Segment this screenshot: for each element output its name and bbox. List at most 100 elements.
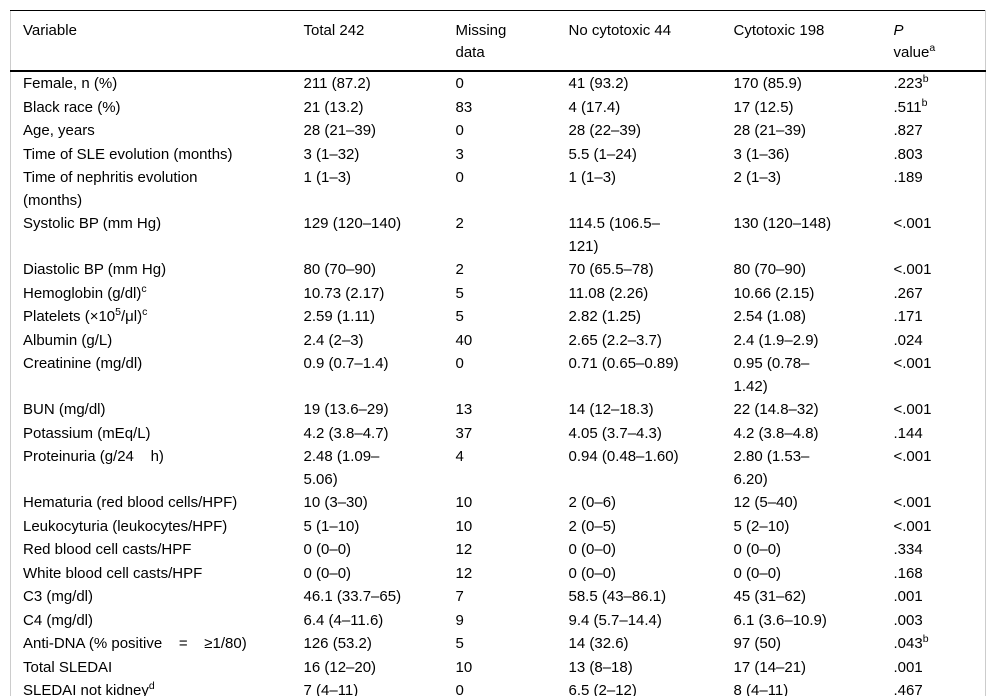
cell-total: 10 (3–30) — [303, 494, 368, 511]
cell-total: 19 (13.6–29) — [303, 401, 389, 418]
cell-missing-data: 2 — [455, 215, 464, 232]
p-value-label: valuea — [893, 42, 936, 61]
cell-variable: SLEDAI not kidneyd — [23, 680, 155, 696]
table-body: Female, n (%) 211 (87.2) 0 41 (93.2) 170… — [11, 71, 986, 696]
cell-no-cytotoxic: 2.82 (1.25) — [568, 308, 642, 325]
table-row: Black race (%) 21 (13.2) 83 4 (17.4) 17 … — [11, 96, 986, 120]
cell-missing-data: 0 — [455, 169, 464, 186]
cell-cytotoxic: 10.66 (2.15) — [733, 284, 815, 302]
col-header-missing-data: Missing data — [455, 10, 569, 72]
header-row: Variable Total 242 Missing data No cytoto… — [10, 10, 986, 72]
cell-no-cytotoxic: 6.5 (2–12) — [568, 682, 637, 696]
cell-total: 6.4 (4–11.6) — [303, 611, 384, 629]
cell-missing-data: 0 — [455, 122, 464, 139]
cell-cytotoxic: 22 (14.8–32) — [733, 401, 819, 418]
cell-variable: Hematuria (red blood cells/HPF) — [23, 494, 238, 511]
cell-no-cytotoxic: 0 (0–0) — [568, 564, 617, 582]
cell-missing-data: 7 — [455, 588, 464, 605]
cell-missing-data: 3 — [455, 145, 464, 163]
table-row: Time of nephritis evolution (months) 1 (1… — [11, 166, 986, 212]
table-row: Hemoglobin (g/dl)c 10.73 (2.17) 5 11.08 … — [11, 282, 986, 306]
table-row: Time of SLE evolution (months) 3 (1–32) … — [11, 143, 986, 167]
cell-total: 0 (0–0) — [303, 564, 352, 582]
table-row: C3 (mg/dl) 46.1 (33.7–65) 7 58.5 (43–86.… — [11, 585, 986, 609]
cell-total: 5 (1–10) — [303, 517, 360, 535]
cell-cytotoxic: 80 (70–90) — [733, 261, 807, 278]
cell-cytotoxic: 170 (85.9) — [733, 75, 802, 92]
cell-p-value: <.001 — [893, 355, 932, 372]
cell-total: 0 (0–0) — [303, 541, 352, 558]
cell-p-value: .189 — [893, 169, 923, 186]
cell-missing-data: 40 — [455, 331, 473, 349]
cell-p-value: .171 — [893, 308, 923, 325]
cell-p-value: .467 — [893, 682, 923, 696]
cell-cytotoxic: 2.80 (1.53– 6.20) — [733, 448, 810, 488]
cell-cytotoxic: 3 (1–36) — [733, 145, 790, 163]
cell-p-value: <.001 — [893, 448, 932, 465]
cell-missing-data: 2 — [455, 261, 464, 278]
col-header-total: Total 242 — [303, 10, 456, 72]
cell-variable: Female, n (%) — [23, 75, 118, 92]
cell-total: 3 (1–32) — [303, 145, 360, 163]
cell-p-value: .003 — [893, 611, 923, 629]
cell-total: 211 (87.2) — [303, 75, 371, 92]
cell-total: 2.4 (2–3) — [303, 331, 364, 349]
cell-variable: Diastolic BP (mm Hg) — [23, 261, 167, 278]
cell-missing-data: 83 — [455, 98, 473, 116]
cell-p-value: .334 — [893, 541, 923, 558]
cell-missing-data: 5 — [455, 308, 464, 325]
cell-p-value: <.001 — [893, 494, 932, 511]
cell-variable: Anti-DNA (% positive = ≥1/80) — [23, 635, 247, 652]
cell-p-value: .043b — [893, 633, 929, 652]
cell-variable: Hemoglobin (g/dl)c — [23, 282, 147, 302]
table-row: SLEDAI not kidneyd 7 (4–11) 0 6.5 (2–12)… — [11, 679, 986, 696]
cell-cytotoxic: 2.54 (1.08) — [733, 308, 807, 325]
cell-cytotoxic: 8 (4–11) — [733, 682, 789, 696]
cell-no-cytotoxic: 4.05 (3.7–4.3) — [568, 424, 662, 442]
cell-p-value: .803 — [893, 145, 923, 163]
clinical-characteristics-table: Variable Total 242 Missing data No cytoto… — [10, 10, 986, 696]
cell-p-value: .267 — [893, 284, 923, 302]
cell-variable: Black race (%) — [23, 98, 121, 116]
cell-cytotoxic: 97 (50) — [733, 635, 782, 652]
cell-no-cytotoxic: 70 (65.5–78) — [568, 261, 654, 278]
cell-total: 7 (4–11) — [303, 682, 359, 696]
cell-p-value: .001 — [893, 588, 923, 605]
cell-no-cytotoxic: 9.4 (5.7–14.4) — [568, 611, 662, 629]
cell-variable: Platelets (×105/μl)c — [23, 306, 148, 325]
cell-variable: Red blood cell casts/HPF — [23, 541, 192, 558]
table-row: Total SLEDAI 16 (12–20) 10 13 (8–18) 17 … — [11, 656, 986, 680]
cell-cytotoxic: 5 (2–10) — [733, 517, 790, 535]
table-row: Diastolic BP (mm Hg) 80 (70–90) 2 70 (65… — [11, 258, 986, 282]
cell-no-cytotoxic: 0 (0–0) — [568, 541, 617, 558]
cell-cytotoxic: 2 (1–3) — [733, 169, 782, 186]
cell-no-cytotoxic: 2 (0–6) — [568, 494, 617, 511]
cell-no-cytotoxic: 114.5 (106.5– 121) — [568, 215, 660, 255]
cell-variable: Total SLEDAI — [23, 658, 113, 676]
cell-variable: C4 (mg/dl) — [23, 611, 94, 629]
cell-missing-data: 10 — [455, 517, 473, 535]
cell-variable: Potassium (mEq/L) — [23, 424, 151, 442]
col-header-no-cytotoxic: No cytotoxic 44 — [568, 10, 734, 72]
cell-no-cytotoxic: 1 (1–3) — [568, 169, 617, 186]
cell-cytotoxic: 17 (12.5) — [733, 98, 794, 116]
cell-p-value: .223b — [893, 73, 929, 92]
table-row: Albumin (g/L) 2.4 (2–3) 40 2.65 (2.2–3.7… — [11, 329, 986, 353]
cell-cytotoxic: 0.95 (0.78– 1.42) — [733, 355, 810, 395]
cell-cytotoxic: 12 (5–40) — [733, 494, 798, 511]
cell-no-cytotoxic: 5.5 (1–24) — [568, 145, 637, 163]
cell-total: 1 (1–3) — [303, 169, 352, 186]
cell-p-value: .001 — [893, 658, 923, 676]
cell-p-value: .827 — [893, 122, 923, 139]
cell-no-cytotoxic: 13 (8–18) — [568, 658, 633, 676]
col-header-cytotoxic: Cytotoxic 198 — [733, 10, 894, 72]
cell-no-cytotoxic: 2 (0–5) — [568, 517, 617, 535]
cell-cytotoxic: 4.2 (3.8–4.8) — [733, 424, 819, 442]
cell-total: 10.73 (2.17) — [303, 284, 385, 302]
table-row: Hematuria (red blood cells/HPF) 10 (3–30… — [11, 491, 986, 515]
cell-missing-data: 10 — [455, 494, 473, 511]
cell-no-cytotoxic: 2.65 (2.2–3.7) — [568, 331, 662, 349]
cell-missing-data: 12 — [455, 564, 473, 582]
cell-no-cytotoxic: 14 (12–18.3) — [568, 401, 654, 418]
